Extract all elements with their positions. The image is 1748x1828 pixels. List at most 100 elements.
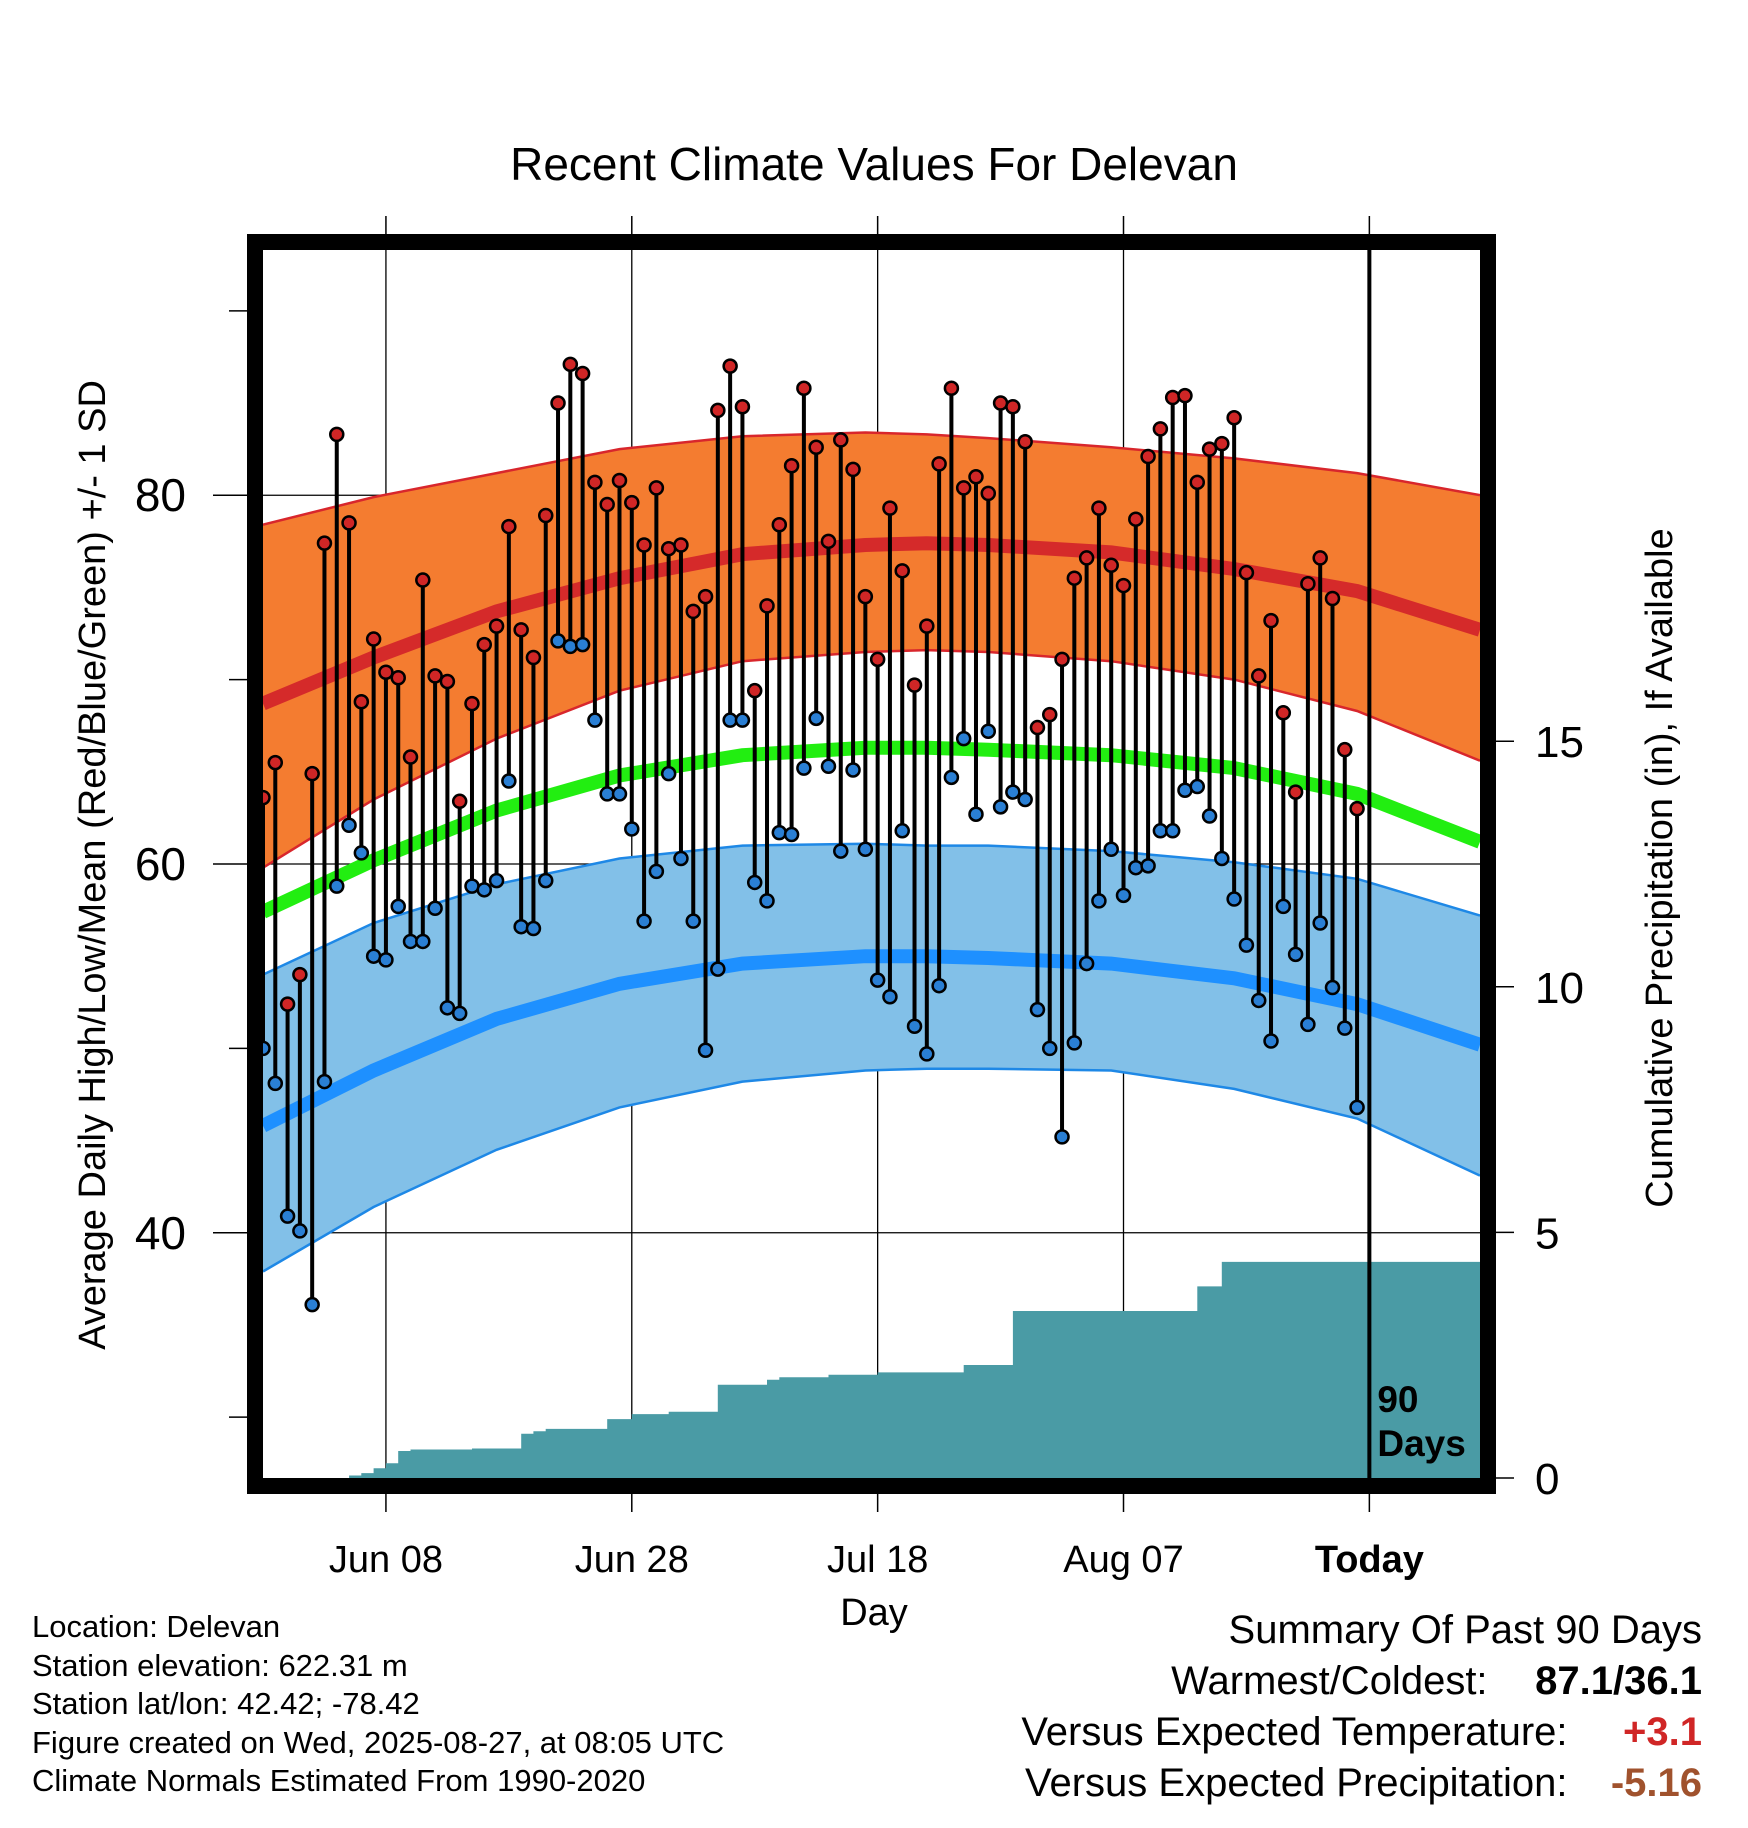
- x-tick-label: Jun 28: [575, 1539, 689, 1581]
- daily-high-point: [783, 457, 800, 474]
- daily-high-point: [1238, 564, 1255, 581]
- daily-low-point: [820, 758, 837, 775]
- daily-low-point: [1263, 1033, 1279, 1049]
- daily-low-point: [931, 977, 947, 994]
- high-band-lower-edge: [263, 648, 1480, 869]
- y-tick-label-right: 0: [1535, 1455, 1559, 1504]
- daily-low-point: [378, 952, 394, 968]
- daily-high-point: [1250, 668, 1267, 684]
- daily-low-point: [488, 872, 505, 889]
- daily-high-point: [894, 563, 910, 579]
- daily-low-point: [501, 773, 517, 789]
- daily-high-point: [267, 754, 284, 771]
- daily-high-point: [439, 673, 456, 690]
- daily-high-point: [808, 439, 824, 456]
- plot-clipped-group: 90 Days: [263, 250, 1480, 1478]
- daily-low-point: [697, 1042, 714, 1058]
- daily-high-point: [796, 380, 812, 397]
- daily-low-point: [611, 786, 628, 802]
- daily-high-point: [1324, 590, 1341, 607]
- daily-low-point: [759, 893, 775, 909]
- daily-low-point: [1214, 850, 1230, 867]
- daily-low-point: [1189, 778, 1206, 795]
- daily-low-point: [1324, 979, 1341, 996]
- daily-high-point: [1287, 784, 1304, 800]
- daily-low-point: [1066, 1035, 1083, 1051]
- daily-high-point: [980, 485, 997, 502]
- daily-high-point: [1041, 706, 1058, 723]
- daily-high-point: [1103, 557, 1119, 574]
- daily-high-point: [341, 515, 357, 531]
- created-text: Figure created on Wed, 2025-08-27, at 08…: [32, 1724, 725, 1760]
- daily-low-point: [1201, 808, 1218, 824]
- daily-low-point: [906, 1018, 923, 1035]
- normal-mean-line: [263, 740, 1480, 919]
- daily-low-point: [1177, 782, 1193, 798]
- chart-title: Recent Climate Values For Delevan: [510, 138, 1238, 190]
- daily-high-point: [919, 618, 935, 634]
- x-axis-label: Day: [840, 1592, 908, 1634]
- daily-low-point: [1054, 1129, 1070, 1145]
- axes: Jun 08 Jun 28 Jul 18 Aug 07 Today 80 60 40 15 10 5…: [135, 216, 1584, 1581]
- daily-high-point: [833, 432, 849, 448]
- daily-low-point: [1226, 891, 1242, 907]
- daily-low-point: [1238, 937, 1255, 953]
- daily-low-point: [992, 799, 1009, 815]
- location-text: Location: Delevan: [32, 1609, 281, 1644]
- daily-high-point: [710, 402, 726, 419]
- daily-high-point: [648, 480, 665, 496]
- daily-low-point: [427, 900, 443, 917]
- daily-high-point: [882, 500, 898, 516]
- daily-high-point: [427, 668, 443, 684]
- daily-high-point: [476, 636, 493, 653]
- x-tick-label: Jun 08: [329, 1539, 443, 1581]
- daily-low-point: [943, 769, 960, 786]
- warm-cold-value: 87.1/36.1: [1535, 1659, 1702, 1703]
- daily-low-point: [525, 920, 542, 937]
- daily-high-point: [279, 996, 296, 1012]
- daily-low-point: [771, 824, 788, 841]
- daily-low-point: [1128, 859, 1144, 876]
- normal-high-line: [263, 536, 1480, 711]
- daily-low-point: [1041, 1040, 1058, 1057]
- daily-high-point: [263, 789, 271, 806]
- y-tick-label-right: 15: [1535, 718, 1584, 767]
- daily-low-point: [1005, 784, 1021, 800]
- daily-high-point: [685, 603, 702, 620]
- y-tick-label-left: 80: [135, 469, 186, 521]
- x-tick-label: Today: [1315, 1539, 1424, 1581]
- daily-high-point: [525, 649, 542, 666]
- daily-low-point: [550, 633, 566, 649]
- daily-high-point: [1128, 511, 1144, 527]
- daily-low-point: [1078, 955, 1095, 972]
- daily-high-point: [1214, 435, 1230, 452]
- daily-high-point: [1300, 575, 1316, 592]
- daily-low-point: [1300, 1016, 1316, 1033]
- daily-low-point: [263, 1040, 271, 1057]
- high-sd-band: [263, 432, 1480, 868]
- daily-low-point: [624, 821, 640, 837]
- daily-high-point: [464, 695, 480, 712]
- daily-high-point: [1164, 389, 1181, 406]
- daily-low-point: [353, 845, 370, 861]
- low-sd-band: [263, 843, 1480, 1272]
- daily-low-point: [537, 872, 554, 889]
- daily-low-point: [1250, 992, 1267, 1009]
- daily-low-point: [783, 826, 800, 843]
- daily-low-point: [1029, 1001, 1046, 1018]
- daily-high-point: [353, 693, 370, 710]
- daily-high-point: [550, 395, 566, 411]
- daily-high-point: [1263, 612, 1279, 629]
- high-band-upper-edge: [263, 431, 1480, 526]
- latlon-text: Station lat/lon: 42.42; -78.42: [32, 1686, 420, 1721]
- daily-low-point: [869, 972, 886, 988]
- daily-high-point: [1152, 421, 1169, 437]
- daily-low-point: [894, 823, 910, 839]
- daily-high-point: [329, 426, 345, 443]
- daily-low-point: [292, 1223, 308, 1239]
- y-axis-label-left: Average Daily High/Low/Mean (Red/Blue/Gr…: [72, 380, 114, 1350]
- daily-low-point: [1115, 887, 1132, 904]
- daily-high-point: [304, 765, 320, 782]
- today-days-label-line: Days: [1377, 1423, 1465, 1464]
